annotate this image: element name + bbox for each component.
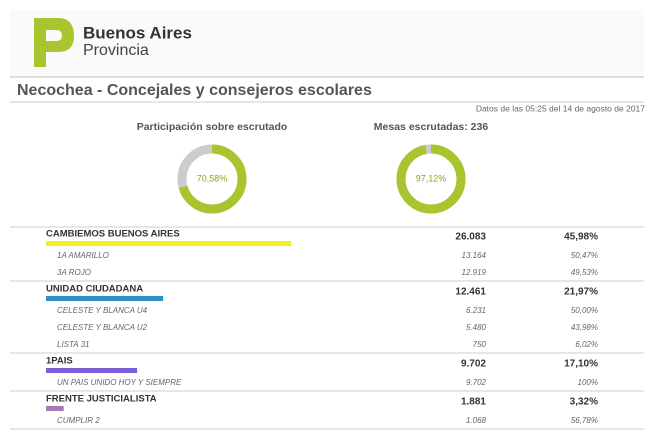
list-percent: 56,78% (571, 416, 598, 425)
party-percent: 3,32% (570, 397, 598, 408)
list-percent: 43,98% (571, 323, 598, 332)
logo-hole (46, 30, 62, 41)
list-name: 1A AMARILLO (57, 251, 109, 260)
list-name: CUMPLIR 2 (57, 416, 100, 425)
list-percent: 49,53% (571, 268, 598, 277)
list-name: LISTA 31 (57, 340, 89, 349)
list-votes: 5.480 (466, 323, 487, 332)
list-name: 3A ROJO (57, 268, 91, 277)
party-bar (46, 241, 292, 246)
logo-mark (34, 18, 74, 67)
gauge-arc (396, 144, 466, 214)
list-percent: 6,02% (575, 340, 598, 349)
party-bar (46, 368, 138, 373)
list-name: UN PAIS UNIDO HOY Y SIEMPRE (57, 378, 182, 387)
party-votes: 9.702 (461, 359, 486, 370)
party-votes: 26.083 (455, 232, 486, 243)
gauge-label: Mesas escrutadas: 236 (374, 121, 489, 133)
list-name: CELESTE Y BLANCA U4 (57, 306, 148, 315)
list-percent: 100% (578, 378, 598, 387)
party-name: 1PAIS (46, 356, 73, 367)
party-bar (46, 296, 164, 301)
party-name: UNIDAD CIUDADANA (46, 284, 143, 295)
brand-line1: Buenos Aires (83, 23, 192, 42)
gauge-value: 97,12% (416, 173, 447, 183)
list-name: CELESTE Y BLANCA U2 (57, 323, 148, 332)
party-percent: 21,97% (564, 287, 598, 298)
page-title: Necochea - Concejales y consejeros escol… (17, 82, 372, 99)
list-votes: 1.068 (466, 416, 487, 425)
list-votes: 9.702 (466, 378, 487, 387)
list-percent: 50,47% (571, 251, 598, 260)
party-name: FRENTE JUSTICIALISTA (46, 394, 157, 405)
party-percent: 45,98% (564, 232, 598, 243)
list-percent: 50,00% (571, 306, 598, 315)
gauge-label: Participación sobre escrutado (137, 121, 288, 133)
gauge-value: 70,58% (197, 173, 228, 183)
party-bar (46, 406, 64, 411)
party-percent: 17,10% (564, 359, 598, 370)
party-votes: 12.461 (455, 287, 486, 298)
party-votes: 1.881 (461, 397, 486, 408)
brand-line2: Provincia (83, 42, 149, 59)
list-votes: 13.164 (462, 251, 487, 260)
party-name: CAMBIEMOS BUENOS AIRES (46, 229, 180, 240)
list-votes: 750 (473, 340, 487, 349)
gauge-arc (177, 144, 247, 214)
timestamp: Datos de las 05:25 del 14 de agosto de 2… (476, 103, 645, 113)
list-votes: 6.231 (466, 306, 486, 315)
logo (34, 18, 74, 67)
header-bar (10, 10, 644, 76)
list-votes: 12.919 (462, 268, 487, 277)
